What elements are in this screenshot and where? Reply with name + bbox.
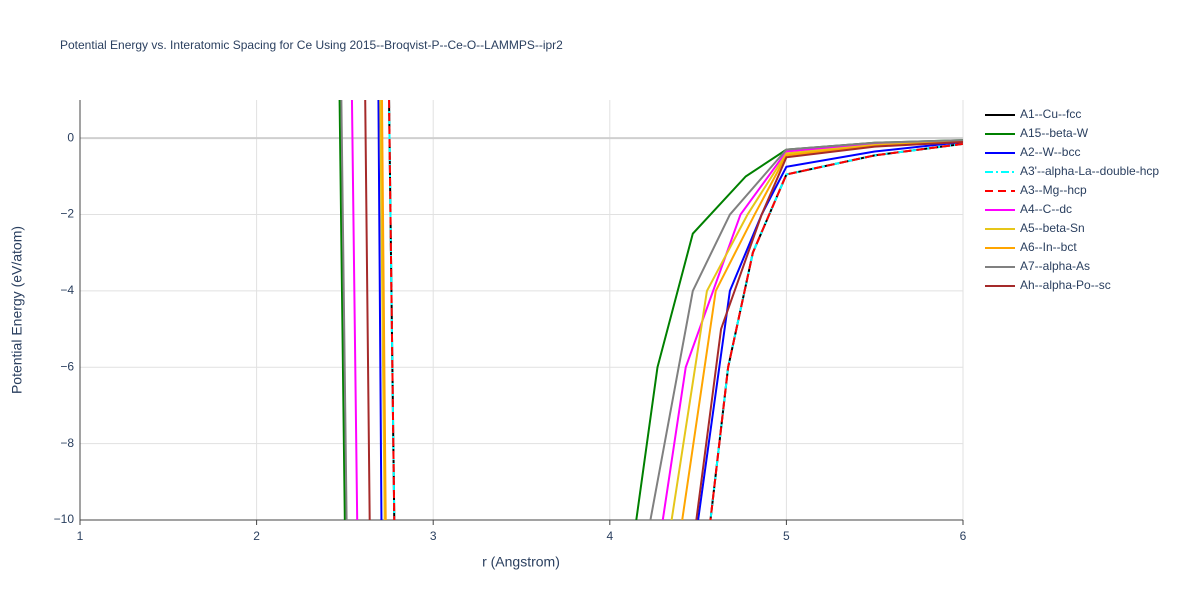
legend-label: A15--beta-W — [1020, 126, 1089, 140]
series-line — [350, 100, 963, 520]
x-tick-label: 1 — [77, 529, 84, 543]
series-line — [377, 100, 963, 520]
series-line — [340, 100, 963, 520]
y-tick-label: 0 — [67, 130, 74, 144]
series-line — [380, 100, 963, 520]
legend-label: A3'--alpha-La--double-hcp — [1020, 164, 1159, 178]
legend-label: A6--In--bct — [1020, 240, 1077, 254]
series-line — [388, 100, 963, 520]
y-tick-label: −2 — [60, 207, 74, 221]
y-tick-label: −10 — [54, 512, 75, 526]
grid: 1 2 3 4 5 6 −10 −8 −6 −4 −2 0 — [54, 100, 967, 543]
x-tick-label: 2 — [253, 529, 260, 543]
legend-label: A4--C--dc — [1020, 202, 1072, 216]
x-tick-label: 6 — [960, 529, 967, 543]
legend-label: A3--Mg--hcp — [1020, 183, 1087, 197]
legend-label: A5--beta-Sn — [1020, 221, 1085, 235]
x-tick-label: 4 — [606, 529, 613, 543]
y-tick-label: −4 — [60, 283, 74, 297]
legend-label: A2--W--bcc — [1020, 145, 1080, 159]
y-axis-title: Potential Energy (eV/atom) — [9, 226, 25, 394]
legend-label: Ah--alpha-Po--sc — [1020, 278, 1111, 292]
legend-label: A7--alpha-As — [1020, 259, 1090, 273]
series-line — [364, 100, 963, 520]
x-tick-label: 3 — [430, 529, 437, 543]
legend: A1--Cu--fcc A15--beta-W A2--W--bcc A3'--alp… — [985, 107, 1159, 292]
y-tick-label: −8 — [60, 436, 74, 450]
chart-title: Potential Energy vs. Interatomic Spacing… — [60, 38, 563, 52]
plot-area — [338, 100, 963, 520]
legend-label: A1--Cu--fcc — [1020, 107, 1081, 121]
x-tick-label: 5 — [783, 529, 790, 543]
x-axis-title: r (Angstrom) — [482, 554, 560, 570]
series-line — [388, 100, 963, 520]
y-tick-label: −6 — [60, 359, 74, 373]
series-line — [379, 100, 963, 520]
series-line — [388, 100, 963, 520]
